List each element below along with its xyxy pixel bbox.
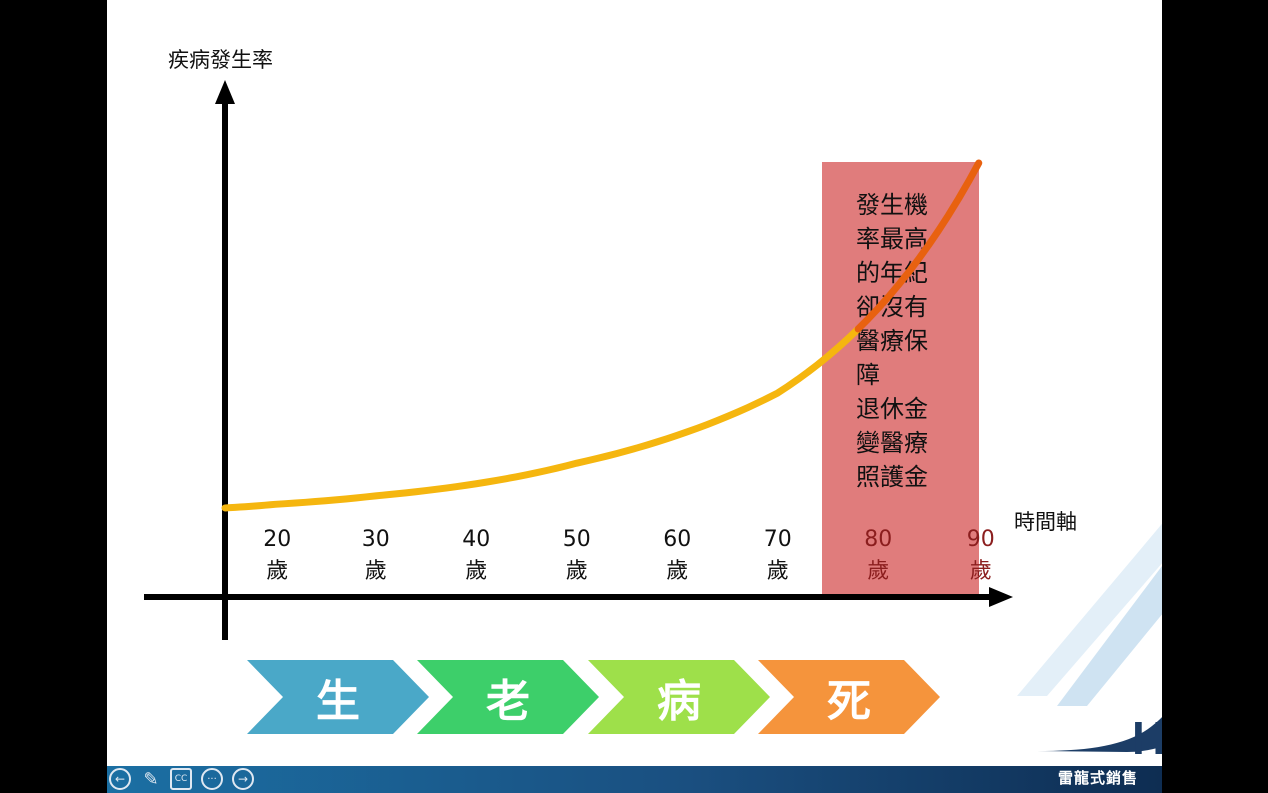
x-tick-unit: 歲	[969, 559, 992, 584]
right-letterbox	[1162, 0, 1268, 793]
x-axis-label: 時間軸	[1014, 510, 1077, 534]
brand-name: 雷龍式銷售	[1058, 769, 1139, 787]
logo-text: HY	[1132, 712, 1162, 764]
stage-label: 老	[486, 676, 530, 727]
stage-chevron: 病	[588, 660, 770, 734]
arrow-left-icon[interactable]: ←	[109, 768, 131, 790]
x-tick-unit: 歲	[266, 559, 289, 584]
x-tick-unit: 歲	[867, 559, 890, 584]
presentation-toolbar	[107, 766, 1162, 793]
x-tick-age: 50	[562, 527, 591, 552]
note-line: 率最高	[856, 225, 928, 253]
captions-icon[interactable]: CC	[170, 768, 192, 790]
y-axis-arrowhead	[215, 80, 235, 104]
x-tick-label: 40 歲	[446, 524, 506, 588]
x-tick-label: 50 歲	[547, 524, 607, 588]
note-line: 發生機	[856, 191, 928, 219]
stage-chevron: 老	[417, 660, 599, 734]
x-tick-unit: 歲	[465, 559, 488, 584]
pen-icon[interactable]: ✎	[140, 768, 162, 790]
note-line: 照護金	[856, 463, 928, 491]
stage-label: 病	[657, 676, 701, 727]
stage-label: 死	[827, 676, 871, 727]
x-tick-unit: 歲	[666, 559, 689, 584]
x-tick-age: 80	[864, 527, 893, 552]
highlight-zone	[822, 162, 979, 597]
x-tick-age: 70	[763, 527, 792, 552]
x-axis-arrowhead	[989, 587, 1013, 607]
x-tick-label: 60 歲	[647, 524, 707, 588]
x-tick-label: 90 歲	[951, 524, 1011, 588]
cc-glyph: CC	[174, 774, 188, 784]
note-line: 變醫療	[856, 429, 928, 457]
stage-chevron: 死	[758, 660, 940, 734]
x-tick-unit: 歲	[364, 559, 387, 584]
note-line: 醫療保	[856, 327, 928, 355]
highlight-note: 發生機 率最高 的年紀 卻沒有 醫療保 障 退休金 變醫療 照護金	[856, 188, 966, 494]
stage-label: 生	[316, 676, 360, 727]
incidence-chart	[144, 80, 1013, 640]
dinosaur-logo: HY	[1017, 523, 1162, 764]
x-tick-label: 20 歲	[247, 524, 307, 588]
x-tick-age: 60	[663, 527, 692, 552]
incidence-curve-high	[854, 159, 983, 333]
left-letterbox	[0, 0, 107, 793]
x-tick-age: 90	[966, 527, 995, 552]
x-tick-unit: 歲	[565, 559, 588, 584]
x-tick-age: 20	[263, 527, 292, 552]
x-tick-age: 30	[361, 527, 390, 552]
arrow-right-icon[interactable]: →	[232, 768, 254, 790]
next-glyph: →	[237, 772, 249, 786]
more-glyph: ···	[207, 773, 217, 785]
stage-chevron: 生	[247, 660, 429, 734]
more-icon[interactable]: ···	[201, 768, 223, 790]
slide: HY 發生機 率最高 的年紀 卻沒有 醫療保 障 退休金 變醫療 照護金 疾病發…	[107, 0, 1162, 766]
y-axis-label: 疾病發生率	[168, 48, 273, 72]
x-tick-label: 80 歲	[848, 524, 908, 588]
pen-glyph: ✎	[143, 768, 159, 790]
prev-glyph: ←	[114, 772, 126, 786]
x-tick-unit: 歲	[766, 559, 789, 584]
x-tick-label: 70 歲	[748, 524, 808, 588]
x-tick-label: 30 歲	[346, 524, 406, 588]
note-line: 障	[856, 361, 880, 389]
x-tick-age: 40	[462, 527, 491, 552]
note-line: 退休金	[856, 395, 928, 423]
incidence-curve	[221, 325, 862, 512]
